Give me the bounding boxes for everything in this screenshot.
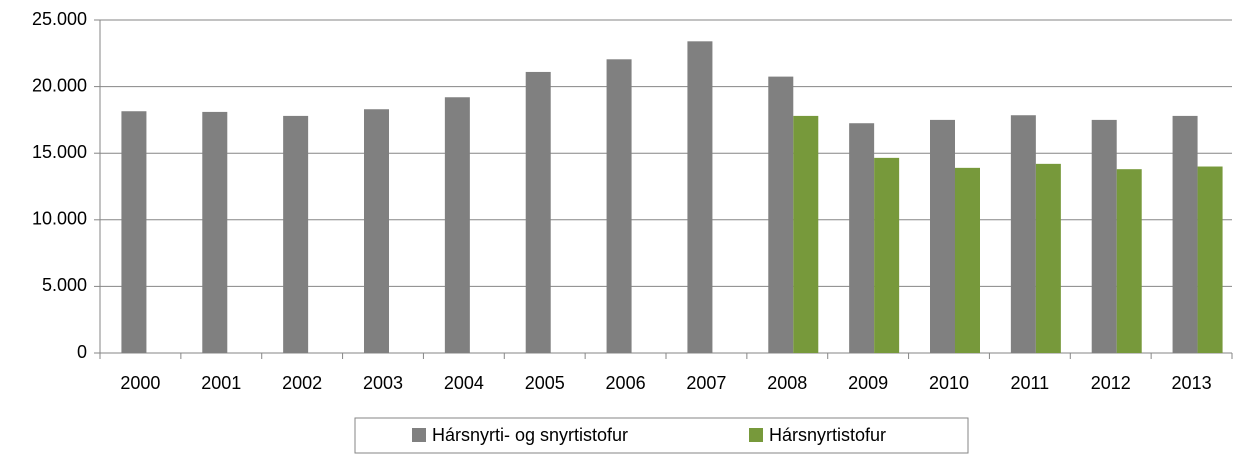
x-tick-label: 2002	[282, 373, 322, 393]
bar	[283, 115, 309, 354]
y-tick-label: 15.000	[32, 142, 87, 162]
x-tick-label: 2008	[767, 373, 807, 393]
legend-label: Hársnyrti- og snyrtistofur	[432, 425, 628, 445]
x-tick-label: 2012	[1091, 373, 1131, 393]
bar	[1010, 115, 1036, 353]
bar	[930, 119, 955, 354]
legend-label: Hársnyrtistofur	[769, 425, 886, 445]
bar	[874, 157, 900, 353]
x-tick-label: 2013	[1172, 373, 1212, 393]
x-tick-label: 2011	[1010, 373, 1049, 393]
bar	[955, 167, 980, 353]
x-tick-label: 2003	[363, 373, 403, 393]
bar	[1197, 166, 1223, 353]
x-tick-label: 2010	[929, 373, 969, 393]
legend-swatch	[749, 428, 763, 442]
x-tick-label: 2004	[444, 373, 484, 393]
x-tick-label: 2005	[525, 373, 565, 393]
bar	[1091, 119, 1117, 354]
y-tick-label: 0	[77, 342, 87, 362]
x-tick-label: 2007	[686, 373, 726, 393]
bar	[1116, 169, 1142, 353]
x-tick-label: 2009	[848, 373, 888, 393]
y-tick-label: 10.000	[32, 209, 87, 229]
y-tick-label: 20.000	[32, 75, 87, 95]
x-tick-label: 2006	[606, 373, 646, 393]
bar	[1035, 163, 1061, 353]
legend-swatch	[412, 428, 426, 442]
bar	[121, 111, 147, 353]
bar	[1172, 115, 1198, 354]
bar	[849, 123, 875, 353]
bar	[525, 71, 551, 353]
bar	[768, 76, 794, 354]
x-tick-label: 2000	[120, 373, 160, 393]
bar	[687, 41, 713, 353]
bar	[364, 109, 389, 353]
x-tick-label: 2001	[201, 373, 241, 393]
bar	[444, 97, 470, 353]
y-tick-label: 25.000	[32, 9, 87, 29]
y-tick-label: 5.000	[42, 275, 87, 295]
bar	[202, 111, 228, 354]
bar	[793, 115, 819, 354]
legend-box	[354, 417, 969, 454]
bar	[606, 59, 632, 353]
